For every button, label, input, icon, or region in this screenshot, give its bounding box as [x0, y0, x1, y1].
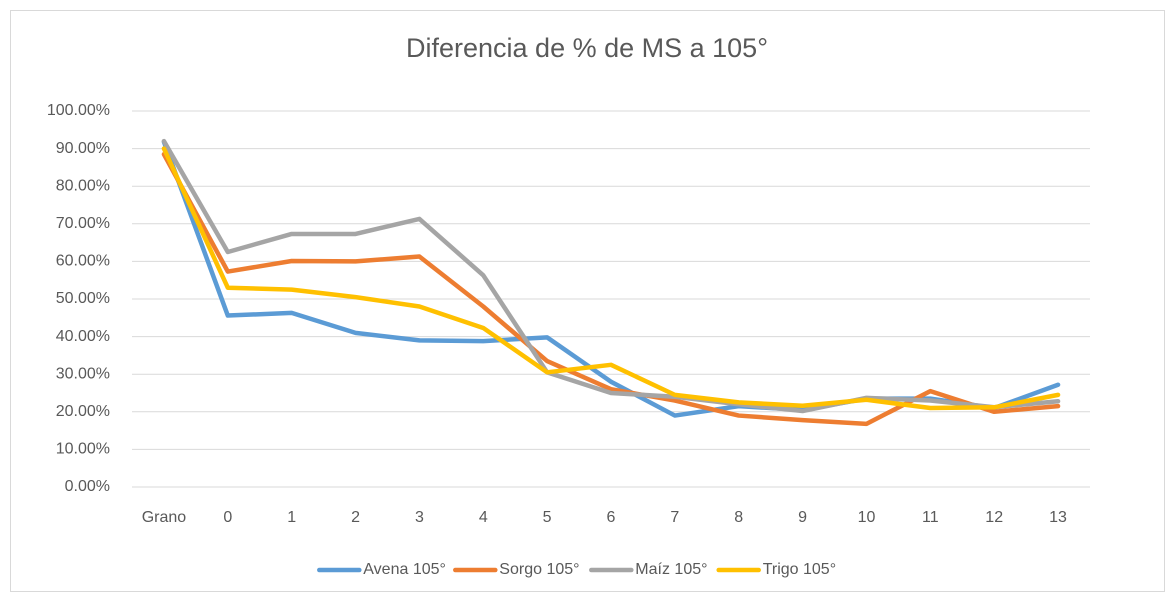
y-tick-label: 20.00%: [56, 403, 110, 420]
series-line: [161, 151, 1061, 427]
x-tick-label: 13: [1049, 509, 1067, 526]
y-tick-label: 70.00%: [56, 215, 110, 232]
x-tick-label: 8: [734, 509, 743, 526]
x-tick-label: 10: [858, 509, 876, 526]
x-tick-label: 11: [922, 509, 939, 526]
y-tick-label: 40.00%: [56, 328, 110, 345]
x-tick-label: 6: [607, 509, 616, 526]
y-tick-label: 50.00%: [56, 290, 110, 307]
y-tick-label: 60.00%: [56, 253, 110, 270]
legend-label: Maíz 105°: [635, 561, 707, 578]
x-tick-label: 7: [670, 509, 679, 526]
y-tick-label: 30.00%: [56, 365, 110, 382]
x-tick-label: 0: [223, 509, 232, 526]
y-tick-label: 10.00%: [56, 441, 110, 458]
y-tick-label: 80.00%: [56, 177, 110, 194]
x-tick-label: Grano: [142, 509, 187, 526]
y-tick-label: 90.00%: [56, 140, 110, 157]
chart-title: Diferencia de % de MS a 105°: [406, 33, 768, 63]
x-tick-label: 5: [543, 509, 552, 526]
series-line: [161, 138, 1061, 414]
x-tick-label: 3: [415, 509, 424, 526]
series-line: [161, 146, 1061, 411]
chart-frame: [10, 10, 1165, 592]
x-tick-label: 9: [798, 509, 807, 526]
y-tick-label: 100.00%: [47, 102, 110, 119]
x-tick-label: 12: [985, 509, 1003, 526]
x-tick-label: 1: [287, 509, 296, 526]
legend-label: Avena 105°: [363, 561, 446, 578]
x-tick-label: 4: [479, 509, 488, 526]
y-tick-label: 0.00%: [65, 478, 110, 495]
x-tick-label: 2: [351, 509, 360, 526]
legend-label: Sorgo 105°: [499, 561, 579, 578]
legend-label: Trigo 105°: [763, 561, 836, 578]
